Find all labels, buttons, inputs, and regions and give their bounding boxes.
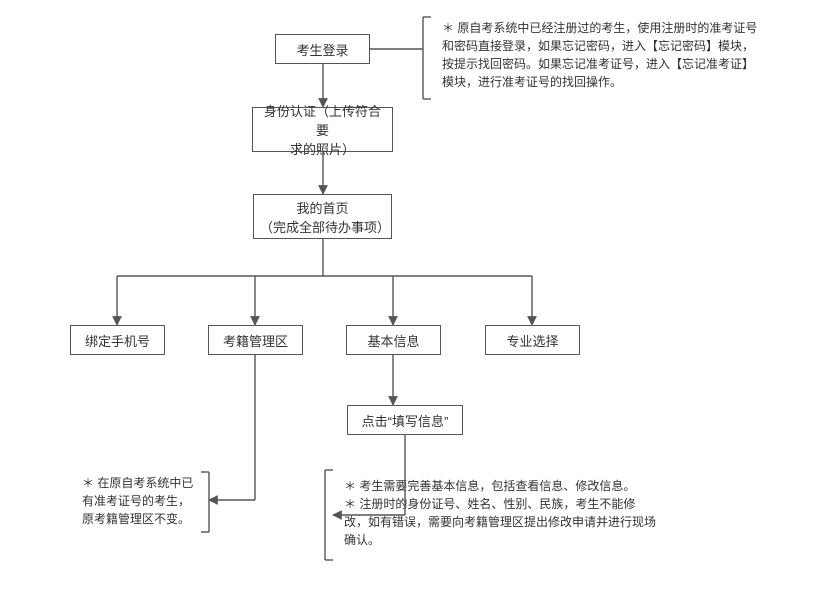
node-basic: 基本信息 bbox=[346, 325, 441, 355]
note-right: ＊ 考生需要完善基本信息，包括查看信息、修改信息。 ＊ 注册时的身份证号、姓名、… bbox=[340, 475, 660, 555]
node-homepage: 我的首页 （完成全部待办事项） bbox=[253, 194, 392, 239]
node-identity: 身份认证（上传符合要 求的照片） bbox=[252, 107, 393, 152]
node-fill-info: 点击“填写信息” bbox=[347, 405, 463, 435]
flowchart-canvas: 考生登录 身份认证（上传符合要 求的照片） 我的首页 （完成全部待办事项） 绑定… bbox=[0, 0, 813, 591]
note-left: ＊ 在原自考系统中已有准考证号的考生，原考籍管理区不变。 bbox=[78, 472, 205, 532]
node-login: 考生登录 bbox=[275, 34, 370, 64]
node-major: 专业选择 bbox=[485, 325, 580, 355]
node-kaoji: 考籍管理区 bbox=[208, 325, 303, 355]
note-top: ＊ 原自考系统中已经注册过的考生，使用注册时的准考证号和密码直接登录，如果忘记密… bbox=[438, 17, 766, 99]
node-bind-phone: 绑定手机号 bbox=[70, 325, 165, 355]
